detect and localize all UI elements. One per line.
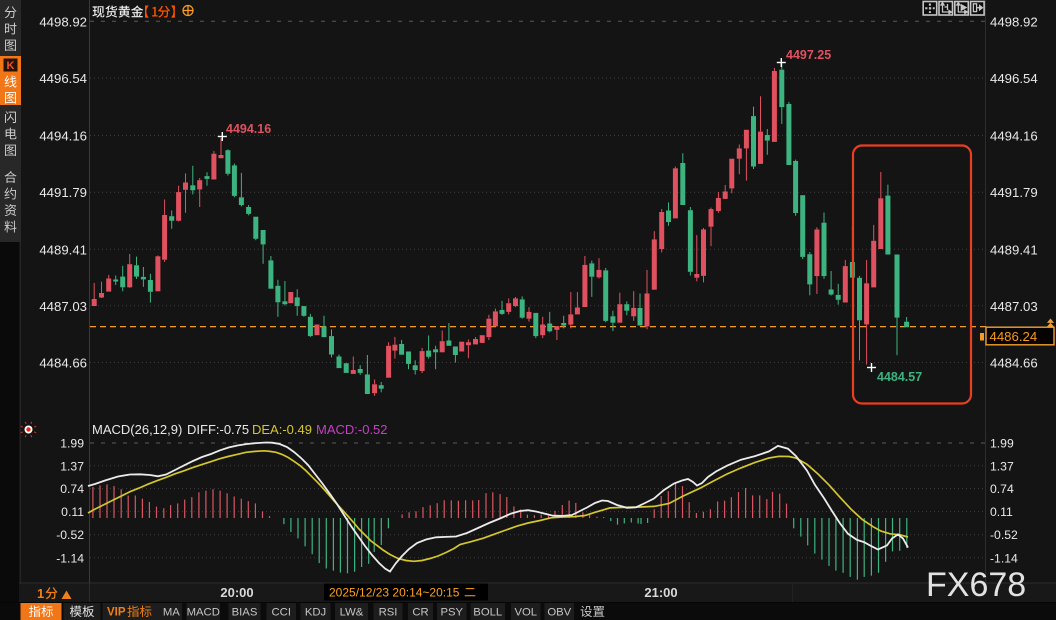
svg-text:4494.16: 4494.16 bbox=[990, 128, 1038, 143]
svg-text:1.99: 1.99 bbox=[990, 437, 1014, 451]
svg-text:4496.54: 4496.54 bbox=[39, 71, 87, 86]
svg-text:BIAS: BIAS bbox=[232, 607, 258, 619]
svg-text:DIFF:-0.75: DIFF:-0.75 bbox=[187, 422, 249, 437]
svg-text:4498.92: 4498.92 bbox=[39, 14, 87, 29]
svg-text:-0.52: -0.52 bbox=[56, 528, 84, 542]
svg-text:4489.41: 4489.41 bbox=[990, 242, 1038, 257]
svg-text:BOLL: BOLL bbox=[473, 607, 502, 619]
svg-text:20:00: 20:00 bbox=[220, 585, 253, 600]
svg-text:CR: CR bbox=[412, 607, 428, 619]
svg-text:MACD: MACD bbox=[187, 607, 220, 619]
svg-text:VIP: VIP bbox=[107, 607, 126, 619]
svg-text:1.37: 1.37 bbox=[60, 459, 84, 473]
svg-text:1: 1 bbox=[37, 586, 44, 601]
svg-text:4494.16: 4494.16 bbox=[226, 122, 271, 136]
svg-text:1.37: 1.37 bbox=[990, 459, 1014, 473]
svg-text:2025/12/23 20:14~20:15: 2025/12/23 20:14~20:15 bbox=[329, 586, 460, 600]
svg-text:K: K bbox=[7, 60, 15, 72]
svg-text:4484.66: 4484.66 bbox=[990, 356, 1038, 371]
svg-text:KDJ: KDJ bbox=[305, 607, 326, 619]
svg-text:4487.03: 4487.03 bbox=[990, 299, 1038, 314]
svg-text:1.99: 1.99 bbox=[60, 437, 84, 451]
svg-text:4491.79: 4491.79 bbox=[39, 185, 87, 200]
svg-text:CCI: CCI bbox=[272, 607, 291, 619]
svg-text:VOL: VOL bbox=[514, 607, 537, 619]
svg-text:-1.14: -1.14 bbox=[990, 551, 1018, 565]
svg-text:FX678: FX678 bbox=[926, 566, 1026, 604]
svg-text:4484.57: 4484.57 bbox=[877, 370, 922, 384]
svg-text:OBV: OBV bbox=[547, 607, 571, 619]
svg-text:0.11: 0.11 bbox=[61, 505, 84, 519]
svg-text:-1.14: -1.14 bbox=[56, 551, 84, 565]
svg-text:4487.03: 4487.03 bbox=[39, 299, 87, 314]
svg-text:4494.16: 4494.16 bbox=[39, 128, 87, 143]
svg-text:MA: MA bbox=[163, 607, 180, 619]
svg-text:21:00: 21:00 bbox=[644, 585, 677, 600]
svg-text:4489.41: 4489.41 bbox=[39, 242, 87, 257]
svg-text:LW&: LW& bbox=[340, 607, 364, 619]
svg-text:MACD(26,12,9): MACD(26,12,9) bbox=[92, 422, 182, 437]
svg-text:-0.52: -0.52 bbox=[990, 528, 1018, 542]
svg-text:DEA:-0.49: DEA:-0.49 bbox=[252, 422, 312, 437]
svg-text:0.74: 0.74 bbox=[990, 482, 1014, 496]
svg-text:MACD:-0.52: MACD:-0.52 bbox=[316, 422, 388, 437]
svg-text:0.11: 0.11 bbox=[990, 505, 1013, 519]
svg-text:4497.25: 4497.25 bbox=[786, 48, 831, 62]
svg-text:4491.79: 4491.79 bbox=[990, 185, 1038, 200]
svg-text:4484.66: 4484.66 bbox=[39, 356, 87, 371]
svg-text:4496.54: 4496.54 bbox=[990, 71, 1038, 86]
svg-text:RSI: RSI bbox=[379, 607, 398, 619]
svg-text:4498.92: 4498.92 bbox=[990, 14, 1038, 29]
svg-text:PSY: PSY bbox=[440, 607, 463, 619]
svg-text:0.74: 0.74 bbox=[60, 482, 84, 496]
svg-text:4486.24: 4486.24 bbox=[990, 329, 1038, 344]
